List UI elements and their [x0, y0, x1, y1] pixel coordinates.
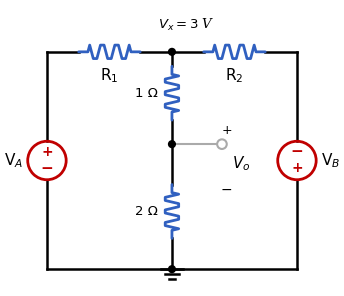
Circle shape [217, 139, 227, 149]
Text: V$_A$: V$_A$ [4, 151, 23, 170]
Text: −: − [221, 183, 233, 197]
Text: $V_x = 3$ V: $V_x = 3$ V [158, 17, 215, 33]
Text: −: − [41, 161, 53, 176]
Text: R$_2$: R$_2$ [225, 66, 244, 85]
Text: R$_1$: R$_1$ [100, 66, 119, 85]
Text: $V_o$: $V_o$ [232, 154, 250, 173]
Text: −: − [291, 144, 303, 159]
Circle shape [169, 49, 175, 55]
Text: 1 Ω: 1 Ω [135, 87, 158, 100]
Text: +: + [291, 161, 303, 175]
Text: +: + [41, 145, 53, 159]
Text: +: + [222, 124, 232, 137]
Text: V$_B$: V$_B$ [321, 151, 340, 170]
Circle shape [169, 266, 175, 273]
Text: 2 Ω: 2 Ω [135, 205, 158, 218]
Circle shape [169, 141, 175, 147]
